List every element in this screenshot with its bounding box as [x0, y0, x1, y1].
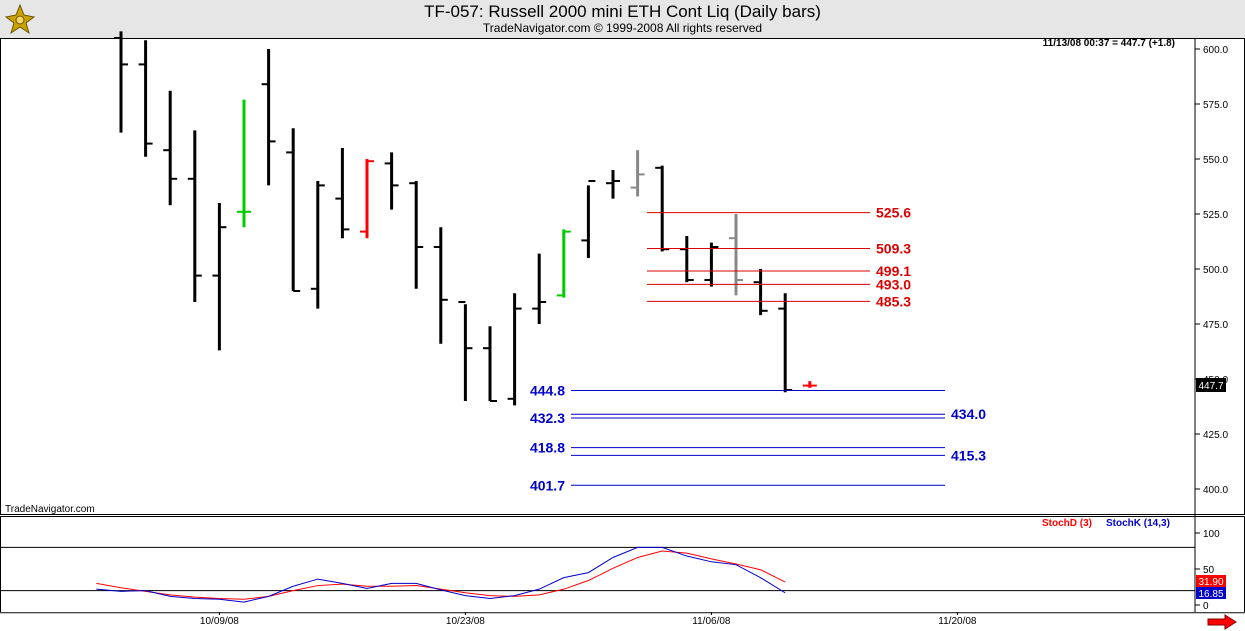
y-tick-label: 600.0: [1203, 45, 1228, 56]
info-readout: 11/13/08 00:37 = 447.7 (+1.8): [1043, 38, 1175, 49]
ohlc-bar: [261, 49, 276, 186]
ohlc-bar: [212, 203, 227, 351]
ohlc-bar: [458, 301, 473, 401]
ohlc-bar: [138, 40, 153, 157]
stoch-y-tick-label: 0: [1203, 601, 1209, 612]
chart-header: [0, 0, 1245, 38]
ohlc-bar: [384, 152, 399, 210]
current-price-marker: [1196, 378, 1226, 392]
ohlc-bar: [753, 269, 768, 316]
stoch-k-last-value: 16.85: [1198, 589, 1223, 600]
ohlc-bar: [679, 236, 694, 283]
y-tick-label: 475.0: [1203, 320, 1228, 331]
ohlc-bar: [556, 229, 571, 298]
ohlc-bar: [114, 31, 128, 133]
y-tick-label: 400.0: [1203, 485, 1228, 496]
level-label: 434.0: [951, 406, 986, 422]
level-label: 415.3: [951, 447, 986, 463]
x-tick-label: 11/06/08: [692, 616, 731, 627]
legend-stoch-d: StochD (3): [1042, 518, 1092, 529]
y-tick-label: 550.0: [1203, 155, 1228, 166]
ohlc-bar: [286, 128, 301, 292]
ohlc-bar: [778, 293, 793, 393]
legend-stoch-k: StochK (14,3): [1106, 518, 1170, 529]
ohlc-bar: [433, 227, 448, 344]
level-label: 493.0: [876, 276, 911, 292]
level-label: 499.1: [876, 263, 911, 279]
ohlc-bar: [310, 181, 325, 309]
stoch-d-marker: [1196, 575, 1226, 587]
ohlc-bar: [409, 181, 424, 289]
level-label: 444.8: [530, 382, 565, 398]
level-label: 509.3: [876, 241, 911, 257]
ohlc-bar: [630, 150, 645, 197]
ohlc-bar: [704, 242, 719, 287]
right-arrow-icon[interactable]: [1207, 614, 1237, 630]
x-tick-label: 11/20/08: [938, 616, 977, 627]
stoch-y-tick-label: 50: [1203, 565, 1215, 576]
y-tick-label: 425.0: [1203, 430, 1228, 441]
y-tick-label: 525.0: [1203, 210, 1228, 221]
axis-layer: 400.0425.0450.0475.0500.0525.0550.0575.0…: [0, 38, 1245, 627]
ohlc-bar: [163, 90, 178, 206]
level-label: 432.3: [530, 410, 565, 426]
ohlc-bar: [237, 99, 251, 228]
ohlc-bar: [802, 381, 817, 388]
price-pane-frame: [0, 38, 1245, 515]
x-tick-label: 10/09/08: [200, 616, 239, 627]
level-label: 525.6: [876, 205, 911, 221]
x-tick-label: 10/23/08: [446, 616, 485, 627]
watermark: TradeNavigator.com: [5, 504, 95, 515]
y-tick-label: 500.0: [1203, 265, 1228, 276]
current-price-label: 447.7: [1198, 381, 1223, 392]
stoch-y-tick-label: 100: [1203, 529, 1220, 540]
stochastic-pane: [0, 546, 1195, 603]
level-label: 418.8: [530, 440, 565, 456]
stoch-series-line: [96, 550, 786, 600]
ohlc-bar: [532, 253, 547, 324]
ohlc-bar: [606, 170, 620, 199]
ship-helm-logo-icon: [4, 3, 36, 35]
stoch-d-last-value: 31.90: [1198, 577, 1223, 588]
ohlc-bar: [729, 214, 743, 296]
ohlc-bar: [335, 148, 350, 239]
stoch-series-line: [96, 546, 786, 603]
ohlc-bar: [360, 159, 374, 239]
chart-subtitle: TradeNavigator.com © 1999-2008 All right…: [482, 21, 763, 35]
level-label: 485.3: [876, 293, 911, 309]
chart-title: TF-057: Russell 2000 mini ETH Cont Liq (…: [424, 2, 821, 21]
level-label: 401.7: [530, 477, 565, 493]
ohlc-bar: [581, 180, 596, 258]
y-tick-label: 575.0: [1203, 100, 1228, 111]
ohlc-bar: [187, 130, 202, 302]
ohlc-bar: [507, 293, 522, 406]
ohlc-bar: [655, 165, 670, 252]
stoch-k-marker: [1196, 587, 1226, 599]
ohlc-bar: [483, 326, 497, 402]
